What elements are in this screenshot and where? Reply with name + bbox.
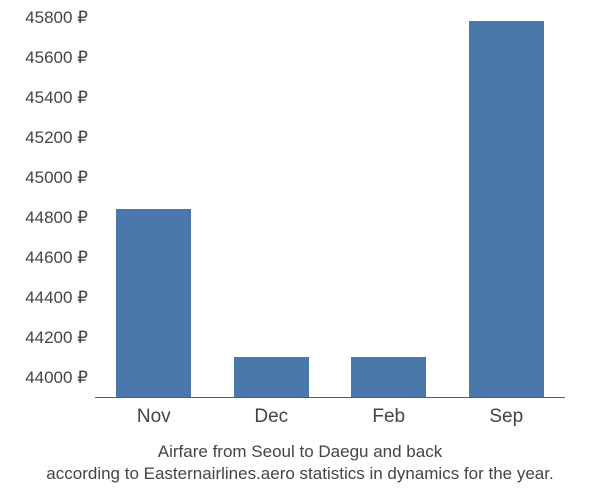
bar — [234, 357, 309, 397]
chart-caption-line2: according to Easternairlines.aero statis… — [0, 464, 600, 484]
y-tick-label: 44600 ₽ — [25, 248, 88, 268]
bar — [116, 209, 191, 397]
chart-caption-line1: Airfare from Seoul to Daegu and back — [0, 442, 600, 462]
bar — [469, 21, 544, 397]
plot-area — [95, 18, 565, 398]
y-tick-label: 45600 ₽ — [25, 48, 88, 68]
y-tick-label: 44800 ₽ — [25, 208, 88, 228]
y-tick-label: 44400 ₽ — [25, 288, 88, 308]
x-tick-label: Dec — [254, 406, 288, 428]
y-tick-label: 44000 ₽ — [25, 368, 88, 388]
bar — [351, 357, 426, 397]
x-tick-label: Feb — [372, 406, 405, 428]
x-tick-label: Nov — [137, 406, 171, 428]
x-tick-label: Sep — [489, 406, 523, 428]
y-tick-label: 45800 ₽ — [25, 8, 88, 28]
y-tick-label: 45400 ₽ — [25, 88, 88, 108]
airfare-bar-chart: Airfare from Seoul to Daegu and back acc… — [0, 0, 600, 500]
y-tick-label: 45200 ₽ — [25, 128, 88, 148]
y-tick-label: 44200 ₽ — [25, 328, 88, 348]
y-tick-label: 45000 ₽ — [25, 168, 88, 188]
